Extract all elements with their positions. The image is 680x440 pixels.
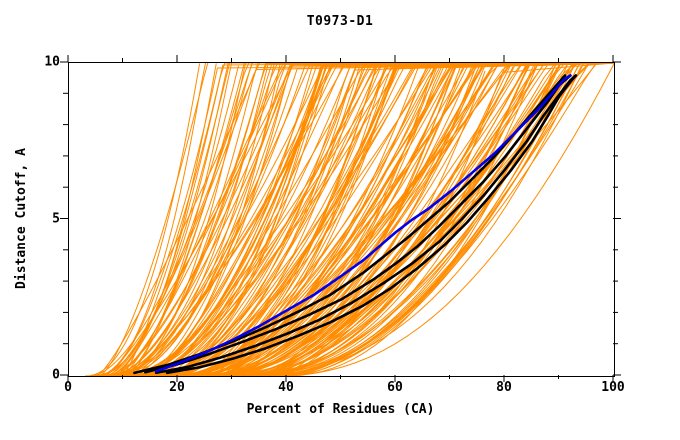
background-curve: [261, 63, 576, 376]
x-tick-label: 0: [64, 380, 72, 395]
background-curve: [114, 63, 287, 376]
background-curve: [277, 63, 614, 376]
background-curve: [229, 63, 614, 376]
x-tick-label: 40: [278, 380, 294, 395]
background-curve: [163, 64, 358, 376]
background-curve: [171, 63, 614, 376]
background-curve: [140, 63, 614, 376]
background-curve: [114, 63, 292, 376]
background-curve: [106, 63, 614, 376]
y-tick-label: 10: [44, 54, 60, 70]
background-curve: [132, 63, 312, 376]
plot-area: [68, 62, 615, 377]
background-curve: [122, 63, 287, 376]
background-curve: [205, 63, 482, 376]
background-curve: [180, 64, 376, 376]
y-axis-title: Distance Cutoff, A: [14, 148, 29, 289]
background-curve: [238, 63, 514, 376]
x-tick-label: 100: [601, 380, 625, 395]
highlight-curve: [165, 74, 578, 375]
background-curve: [91, 63, 253, 376]
background-curve: [126, 63, 614, 376]
background-curve: [229, 63, 545, 376]
background-curve: [115, 64, 294, 376]
background-curve: [99, 63, 209, 376]
background-curve: [291, 63, 597, 376]
background-curve: [214, 63, 502, 376]
background-curve: [105, 63, 614, 376]
background-curve: [135, 65, 345, 376]
y-tick-label: 5: [52, 211, 60, 226]
background-curve: [105, 63, 295, 376]
highlight-curve: [144, 74, 572, 374]
background-curve: [175, 63, 430, 376]
background-curve: [240, 63, 614, 376]
background-curve: [168, 65, 414, 376]
background-curve: [161, 63, 614, 376]
reference-curve: [154, 74, 572, 373]
background-curve: [146, 63, 334, 376]
background-curve: [248, 63, 614, 376]
background-curve: [220, 63, 614, 376]
reference-series-group: [154, 74, 572, 373]
background-curve: [121, 63, 614, 376]
background-curve: [168, 63, 614, 376]
background-curve: [103, 63, 231, 376]
background-curve: [173, 63, 379, 376]
x-tick-label: 80: [496, 380, 512, 395]
y-tick-label: 0: [52, 367, 60, 383]
background-curve: [269, 63, 576, 376]
background-curve: [223, 63, 513, 376]
background-curve: [227, 67, 497, 376]
background-curve: [116, 63, 284, 376]
background-curve: [162, 63, 366, 376]
background-curve: [165, 63, 614, 376]
background-curve: [205, 65, 486, 376]
highlight-curve: [154, 74, 578, 375]
background-curve: [94, 63, 206, 376]
background-curve: [127, 63, 250, 376]
background-curve: [258, 63, 550, 376]
x-axis-title: Percent of Residues (CA): [246, 402, 435, 417]
background-curve: [259, 63, 523, 376]
page-title: T0973-D1: [306, 14, 374, 29]
x-tick-label: 60: [387, 380, 403, 395]
background-curve: [102, 63, 293, 376]
background-curve: [105, 63, 614, 376]
plot-canvas: [84, 63, 614, 376]
x-tick-label: 20: [169, 380, 185, 395]
background-curve: [97, 63, 614, 376]
background-curve: [286, 65, 588, 376]
